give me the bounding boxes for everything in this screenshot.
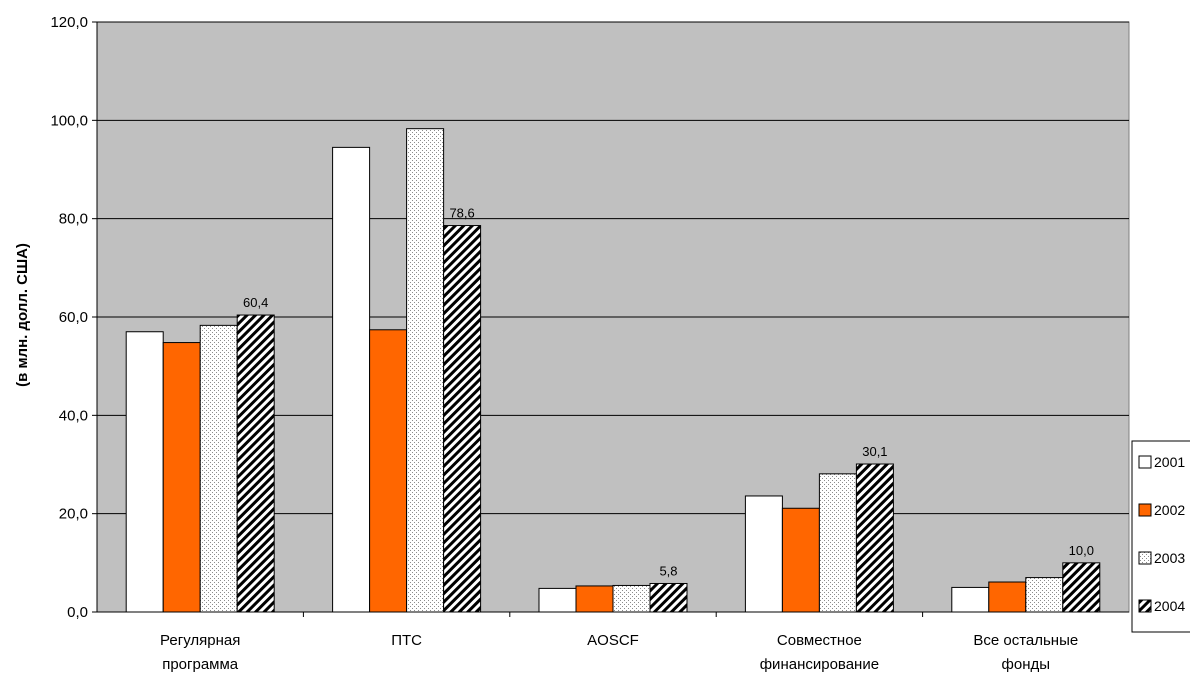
y-tick-label: 40,0	[59, 407, 88, 424]
legend-label: 2003	[1154, 550, 1185, 566]
bar-2001	[332, 146, 371, 613]
axes	[92, 21, 1129, 617]
bar-2003	[612, 584, 651, 613]
bar-2003	[818, 473, 857, 613]
y-tick-label: 60,0	[59, 309, 88, 326]
bar-2002	[575, 585, 614, 613]
bar-2003	[1025, 577, 1064, 613]
legend: 2001 2002 2003 2004	[1131, 440, 1190, 633]
bar-2004	[443, 225, 482, 613]
data-label: 60,4	[243, 295, 268, 310]
x-category-labels: Регулярная программа ПТС AOSCF Совместное фин…	[160, 632, 1078, 673]
legend-swatch-2004	[1138, 599, 1152, 613]
bars	[125, 128, 1101, 613]
y-tick-labels: 0,0 20,0 40,0 60,0 80,0 100,0 120,0	[50, 14, 88, 621]
bar-2001	[538, 587, 577, 613]
data-label: 78,6	[449, 206, 474, 221]
y-tick-label: 100,0	[50, 112, 88, 129]
bar-2004	[236, 314, 275, 613]
bar-2002	[988, 581, 1027, 613]
y-tick-label: 0,0	[67, 604, 88, 621]
bar-2004	[1062, 562, 1101, 613]
bar-2001	[125, 331, 164, 613]
data-label: 30,1	[862, 444, 887, 459]
data-labels: 60,4 78,6 5,8 30,1 10,0	[243, 206, 1094, 579]
y-tick-label: 20,0	[59, 506, 88, 523]
bar-2004	[649, 582, 688, 613]
legend-swatch-2001	[1138, 455, 1152, 469]
bar-2001	[744, 495, 783, 613]
bar-2003	[406, 128, 445, 613]
y-axis-title: (в млн. долл. США)	[14, 243, 31, 387]
y-tick-label: 120,0	[50, 14, 88, 31]
x-category-label: Совместное финансирование	[760, 632, 879, 673]
bar-2001	[951, 586, 990, 613]
x-category-label: AOSCF	[587, 632, 639, 649]
bar-2003	[199, 324, 238, 613]
legend-label: 2002	[1154, 502, 1185, 518]
y-tick-label: 80,0	[59, 211, 88, 228]
bar-2002	[369, 329, 408, 613]
legend-swatch-2003	[1138, 551, 1152, 565]
legend-swatch-2002	[1138, 503, 1152, 517]
bar-2004	[855, 463, 894, 613]
x-category-label: ПТС	[391, 632, 422, 649]
x-category-label: Регулярная программа	[160, 632, 240, 673]
data-label: 5,8	[659, 563, 677, 578]
legend-label: 2001	[1154, 454, 1185, 470]
legend-label: 2004	[1154, 598, 1185, 614]
bar-2002	[162, 342, 201, 613]
bar-2002	[781, 507, 820, 613]
data-label: 10,0	[1069, 543, 1094, 558]
x-category-label: Все остальные фонды	[973, 632, 1078, 673]
